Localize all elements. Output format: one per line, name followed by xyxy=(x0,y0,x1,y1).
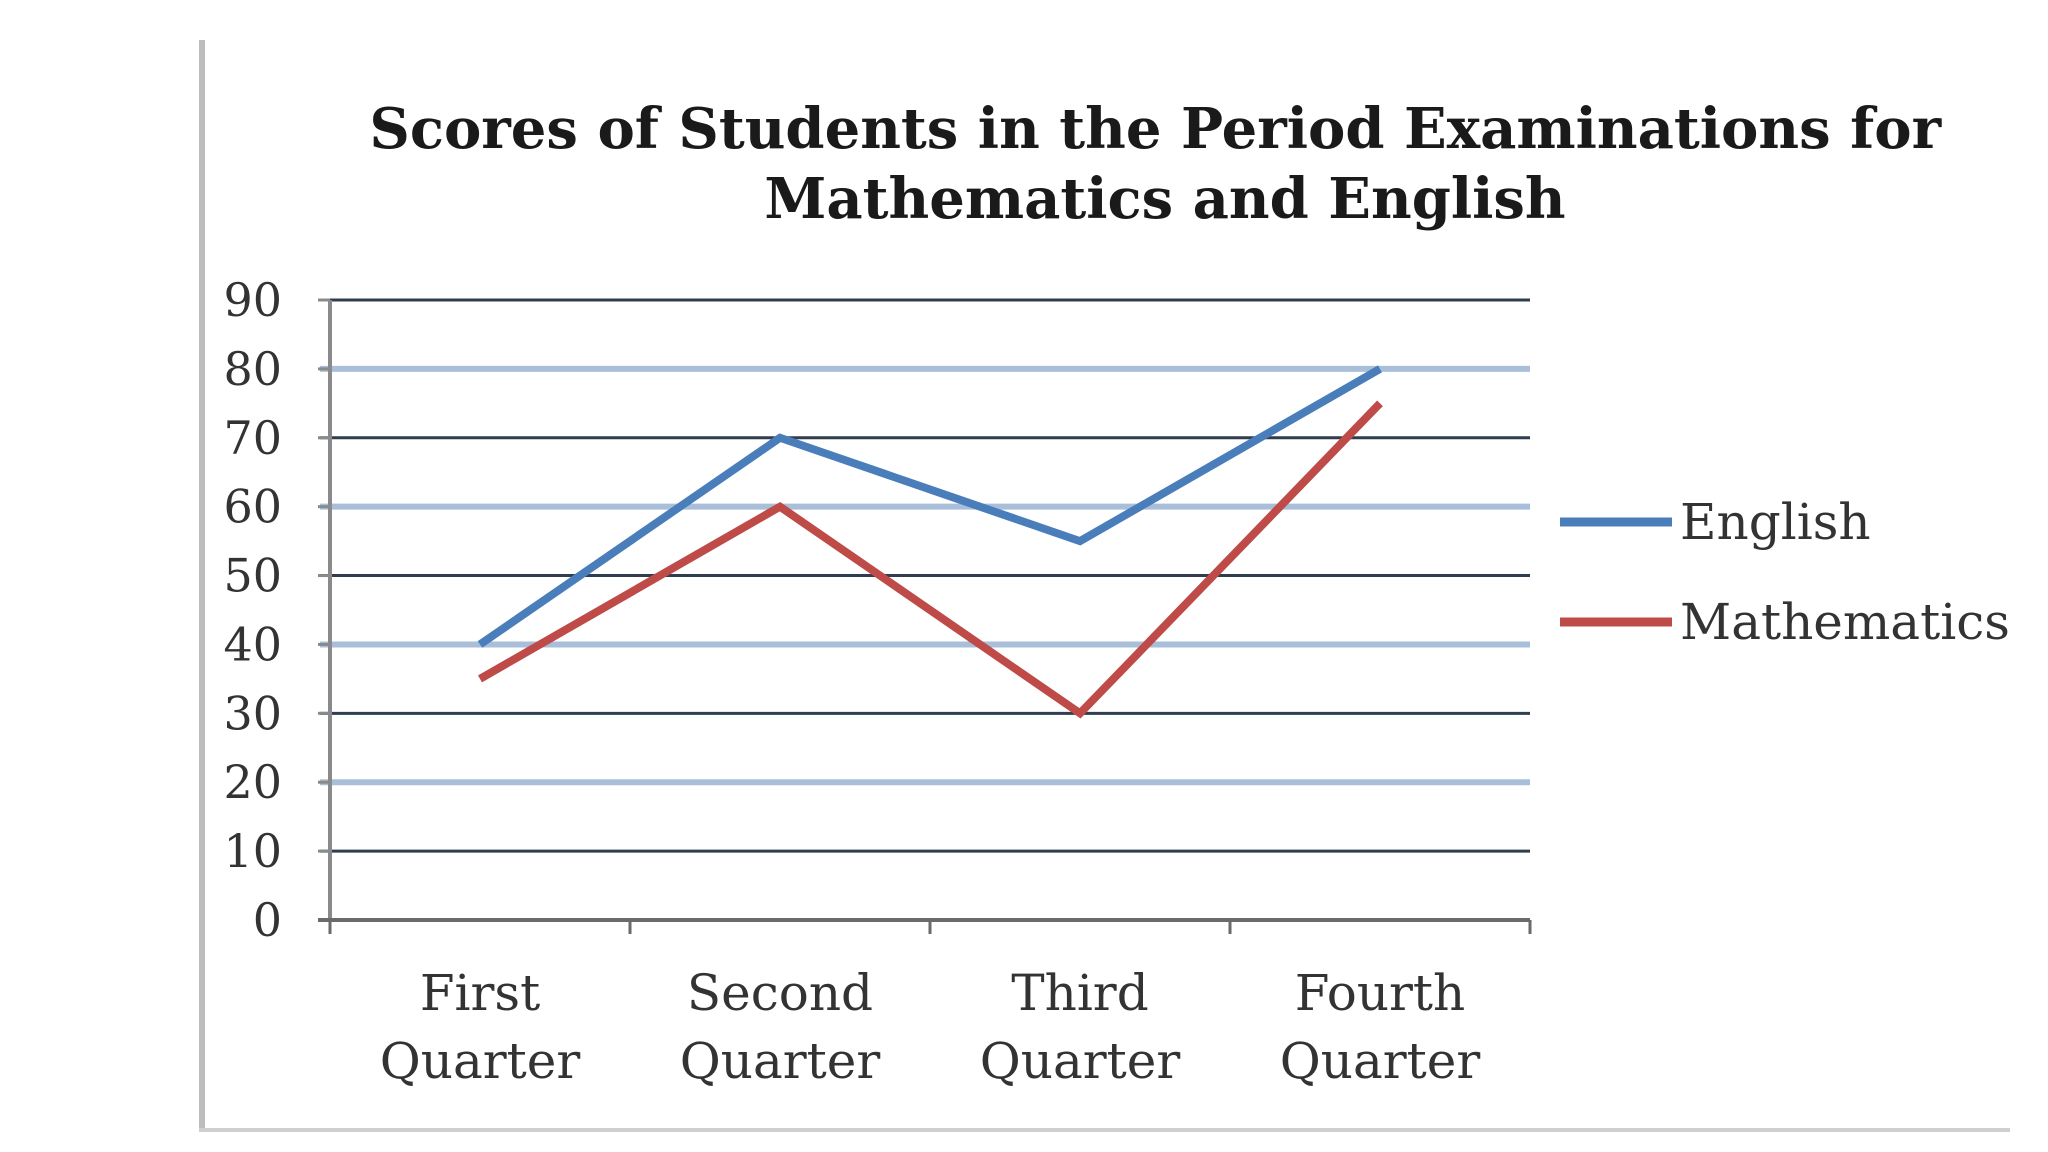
y-tick-label-10: 10 xyxy=(223,824,282,878)
x-tick-label-3-line-1: Fourth xyxy=(1295,964,1465,1022)
series-line-mathematics xyxy=(478,400,1383,719)
x-tick-label-3-line-2: Quarter xyxy=(1280,1032,1481,1090)
y-tick-label-80: 80 xyxy=(223,342,282,396)
x-tick-label-2-line-2: Quarter xyxy=(980,1032,1181,1090)
x-tick-label-0-line-2: Quarter xyxy=(380,1032,581,1090)
x-tick-label-1-line-2: Quarter xyxy=(680,1032,881,1090)
x-tick-label-1-line-1: Second xyxy=(687,964,873,1022)
y-tick-label-70: 70 xyxy=(223,411,282,465)
y-tick-label-0: 0 xyxy=(253,893,282,947)
y-tick-label-40: 40 xyxy=(223,617,282,671)
series-line-english xyxy=(477,365,1382,648)
x-tick-labels: First Quarter Second Quarter Third Quarter Fou… xyxy=(380,964,1481,1090)
gridlines xyxy=(320,298,1530,853)
chart-title-line-2: Mathematics and English xyxy=(764,166,1565,232)
y-tick-label-60: 60 xyxy=(223,480,282,534)
y-tick-labels: 0 10 20 30 40 50 60 70 80 90 xyxy=(223,273,282,947)
legend-label-mathematics: Mathematics xyxy=(1680,593,2010,651)
x-tick-label-0-line-1: First xyxy=(420,964,540,1022)
series-lines xyxy=(477,365,1383,719)
chart-title: Scores of Students in the Period Examina… xyxy=(369,96,1960,232)
chart-title-line-1: Scores of Students in the Period Examina… xyxy=(369,96,1942,162)
axes xyxy=(318,298,1532,934)
y-tick-label-50: 50 xyxy=(223,549,282,603)
legend: English Mathematics xyxy=(1560,493,2010,651)
y-tick-label-20: 20 xyxy=(223,755,282,809)
y-tick-label-30: 30 xyxy=(223,686,282,740)
x-tick-label-2-line-1: Third xyxy=(1011,964,1148,1022)
y-tick-label-90: 90 xyxy=(223,273,282,327)
legend-label-english: English xyxy=(1680,493,1871,551)
